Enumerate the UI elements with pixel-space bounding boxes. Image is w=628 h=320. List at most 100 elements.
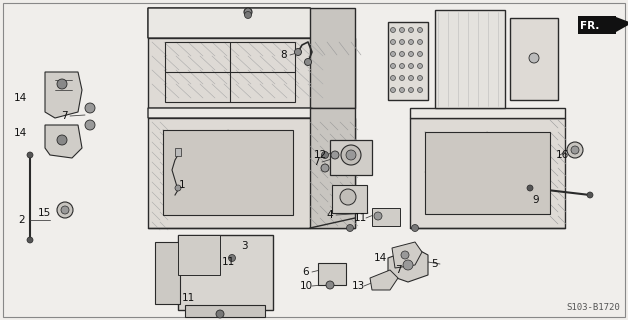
Circle shape [229,254,236,261]
Circle shape [418,76,423,81]
Polygon shape [410,108,565,118]
Circle shape [399,76,404,81]
Circle shape [399,63,404,68]
Circle shape [418,28,423,33]
Text: 7: 7 [394,265,401,275]
Text: 7: 7 [61,111,67,121]
Bar [332,185,367,213]
Text: 10: 10 [300,281,313,291]
Circle shape [529,53,539,63]
Circle shape [61,206,69,214]
Circle shape [326,281,334,289]
Polygon shape [370,270,398,290]
Text: 16: 16 [555,150,568,160]
Text: 8: 8 [281,50,288,60]
Circle shape [346,150,356,160]
Polygon shape [148,38,355,108]
Bar [318,263,346,285]
Circle shape [295,49,301,55]
Circle shape [391,28,396,33]
Circle shape [408,76,413,81]
Circle shape [401,251,409,259]
Circle shape [399,87,404,92]
Circle shape [408,87,413,92]
Bar [175,148,181,156]
Text: 2: 2 [19,215,25,225]
Circle shape [322,151,328,158]
Circle shape [347,225,354,231]
Bar [578,16,616,34]
Text: 14: 14 [13,93,26,103]
Circle shape [244,8,252,16]
Polygon shape [435,10,505,108]
Text: 7: 7 [313,157,319,167]
Circle shape [340,189,356,205]
Circle shape [408,52,413,57]
Circle shape [391,76,396,81]
Text: 15: 15 [38,208,51,218]
Text: 5: 5 [431,259,437,269]
Polygon shape [510,18,558,100]
Circle shape [411,225,418,231]
Text: 13: 13 [352,281,365,291]
Circle shape [27,237,33,243]
Text: S103-B1720: S103-B1720 [566,303,620,312]
Text: FR.: FR. [580,21,600,31]
Text: 11: 11 [181,293,195,303]
Circle shape [399,52,404,57]
Circle shape [408,28,413,33]
Polygon shape [148,118,355,228]
Circle shape [57,202,73,218]
Polygon shape [392,242,422,268]
Bar [178,235,220,275]
Bar [330,140,372,175]
Text: 14: 14 [374,253,387,263]
Text: 12: 12 [313,150,327,160]
Bar [163,130,293,215]
Text: 3: 3 [241,241,247,251]
Bar [425,132,550,214]
Text: 11: 11 [354,213,367,223]
Circle shape [216,310,224,318]
Polygon shape [616,17,628,32]
Text: 9: 9 [533,195,539,205]
Circle shape [418,87,423,92]
Circle shape [331,151,339,159]
Circle shape [403,260,413,270]
Circle shape [399,39,404,44]
Polygon shape [45,125,82,158]
Polygon shape [310,108,355,228]
Polygon shape [388,22,428,100]
Circle shape [418,52,423,57]
Text: 14: 14 [13,128,26,138]
Bar [178,235,273,310]
Circle shape [587,192,593,198]
Circle shape [408,63,413,68]
Circle shape [244,12,251,19]
Circle shape [418,39,423,44]
Bar [155,242,180,304]
Circle shape [175,185,181,191]
Polygon shape [410,118,565,228]
Circle shape [27,152,33,158]
Circle shape [57,79,67,89]
Text: 11: 11 [222,257,235,267]
Circle shape [374,212,382,220]
Circle shape [391,63,396,68]
Circle shape [305,59,311,66]
Circle shape [85,120,95,130]
Circle shape [571,146,579,154]
Polygon shape [148,8,355,38]
Circle shape [391,39,396,44]
Circle shape [399,28,404,33]
Circle shape [418,63,423,68]
Polygon shape [310,8,355,108]
Circle shape [57,135,67,145]
Circle shape [391,87,396,92]
Text: 1: 1 [179,180,185,190]
Bar [372,208,400,226]
Circle shape [391,52,396,57]
Polygon shape [45,72,82,118]
Circle shape [527,185,533,191]
Circle shape [85,103,95,113]
